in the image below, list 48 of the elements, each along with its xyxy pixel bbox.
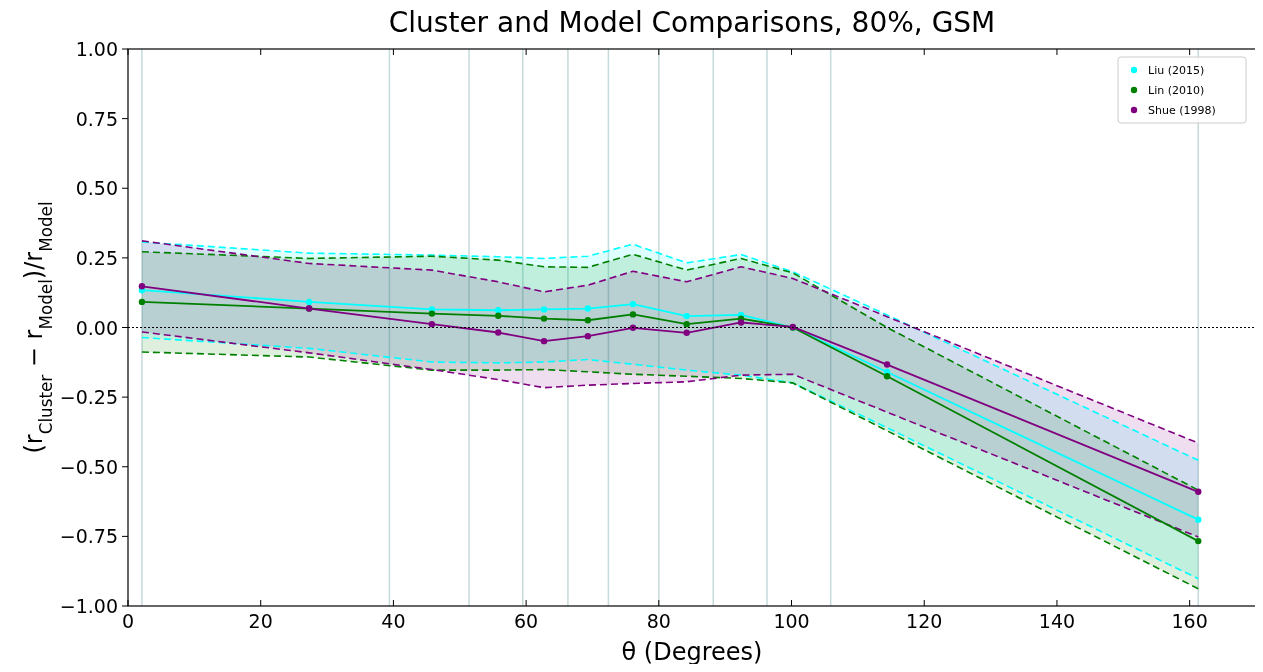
point [584, 305, 592, 312]
point [540, 337, 548, 345]
x-tick-label: 20 [248, 610, 273, 632]
point [1195, 537, 1202, 545]
point [495, 307, 502, 314]
point [1195, 516, 1202, 523]
point [629, 311, 637, 318]
point [683, 312, 690, 320]
chart-title: Cluster and Model Comparisons, 80%, GSM [388, 6, 996, 39]
y-tick-label: −0.50 [59, 455, 118, 478]
legend-label: Liu (2015) [1148, 64, 1205, 77]
point [495, 312, 502, 319]
point [737, 319, 745, 326]
x-tick-label: 40 [381, 610, 406, 632]
y-tick-label: 0.50 [75, 177, 118, 200]
point [883, 373, 891, 380]
x-tick-label: 160 [1171, 610, 1208, 632]
legend-label: Shue (1998) [1148, 104, 1216, 117]
point [883, 361, 891, 368]
point [629, 300, 637, 308]
x-tick-label: 100 [773, 610, 810, 632]
point [584, 317, 592, 324]
point [584, 332, 592, 340]
point [629, 324, 637, 331]
x-tick-label: 60 [514, 610, 539, 632]
point [1195, 488, 1202, 496]
point [495, 329, 502, 336]
point [540, 306, 548, 313]
y-tick-label: 0.25 [75, 246, 118, 269]
y-tick-label: −1.00 [59, 595, 118, 617]
x-tick-label: 0 [121, 610, 135, 632]
x-tick-label: 80 [646, 610, 671, 632]
point [428, 320, 436, 328]
point [138, 283, 146, 290]
point [540, 315, 548, 322]
point [428, 310, 436, 317]
point [683, 320, 690, 328]
y-tick-label: −0.75 [59, 525, 118, 548]
point [138, 298, 146, 306]
x-tick-label: 140 [1038, 610, 1076, 632]
y-tick-label: 0.75 [75, 107, 118, 130]
x-tick-label: 120 [906, 610, 943, 632]
point [683, 329, 690, 336]
y-tick-label: 0.00 [75, 316, 118, 339]
y-tick-label: −0.25 [59, 386, 118, 409]
point [305, 298, 313, 306]
y-tick-label: 1.00 [75, 38, 118, 60]
legend-label: Lin (2010) [1148, 84, 1205, 97]
